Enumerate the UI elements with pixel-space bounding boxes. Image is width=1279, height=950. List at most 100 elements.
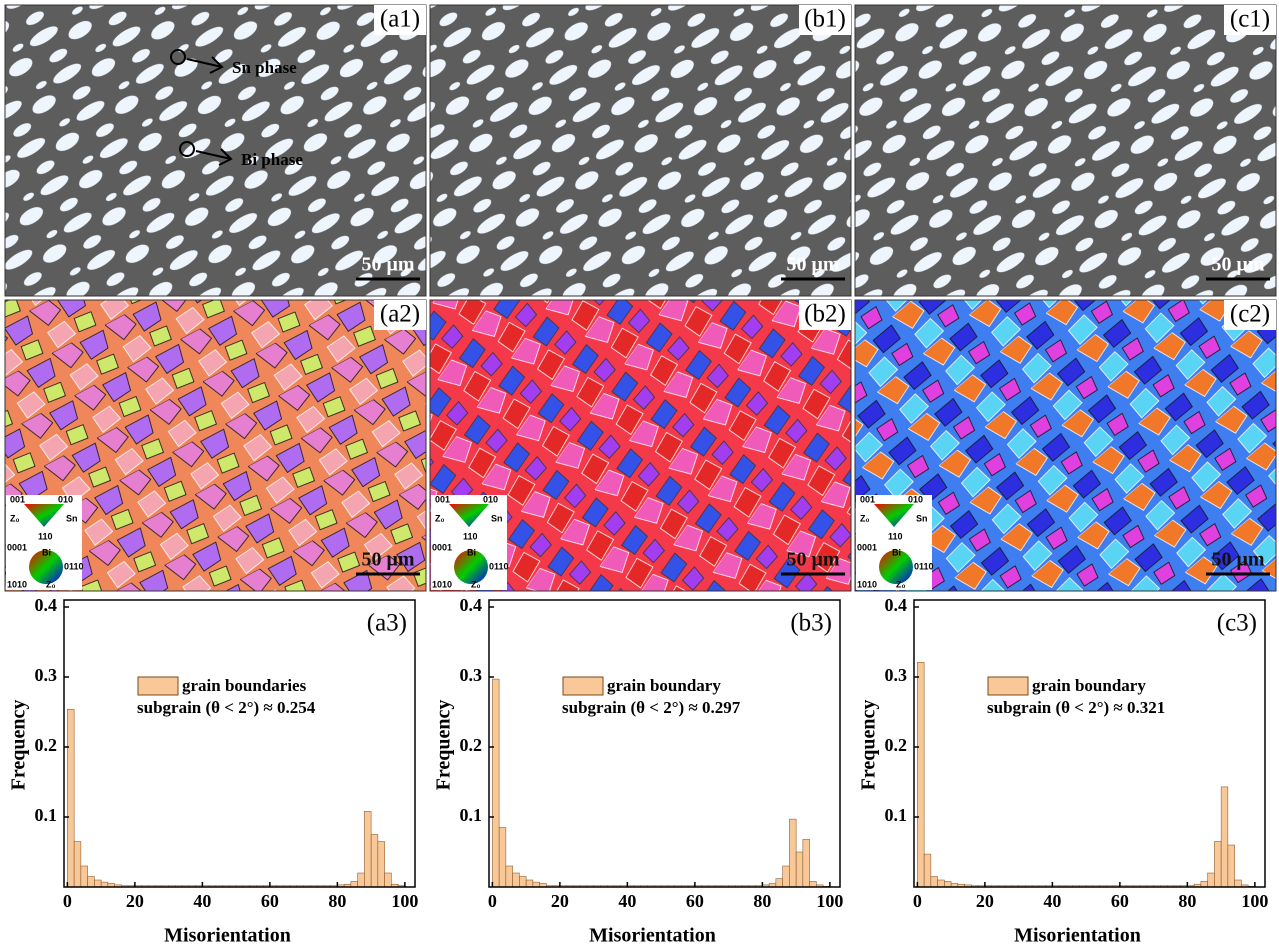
- x-tick-label: 20: [976, 891, 994, 911]
- ipf-label: 0001: [432, 542, 452, 552]
- panel-label-box: [799, 300, 851, 330]
- x-tick-label: 80: [1178, 891, 1196, 911]
- bar: [377, 841, 385, 888]
- x-tick-label: 100: [816, 891, 843, 911]
- x-tick-label: 20: [126, 891, 144, 911]
- arrow: [186, 56, 224, 74]
- annotation: subgrain (θ < 2°) ≈ 0.297: [562, 698, 741, 717]
- scale-bar-label: 50 μm: [787, 254, 840, 276]
- panel-label: (c3): [1217, 610, 1257, 637]
- panel-label: (b2): [804, 301, 846, 328]
- y-axis-label: Frequency: [8, 700, 30, 791]
- scale-bar-label: 50 μm: [362, 254, 415, 276]
- bar: [809, 881, 817, 888]
- ipf-hexagon: [879, 550, 913, 584]
- bar: [782, 865, 790, 888]
- ipf-label: 0001: [7, 542, 27, 552]
- bar: [930, 876, 938, 888]
- bar: [364, 811, 372, 888]
- bar: [498, 827, 507, 888]
- bar: [802, 839, 810, 888]
- plot-frame: [488, 599, 841, 888]
- x-tick-label: 60: [1111, 891, 1129, 911]
- bar: [795, 851, 804, 888]
- x-tick-label: 40: [618, 891, 636, 911]
- ipf-label: 1010: [857, 579, 877, 589]
- ipf-label: Bi: [892, 547, 901, 557]
- x-tick-label: 40: [1043, 891, 1061, 911]
- x-tick-label: 20: [551, 891, 569, 911]
- phase-label: Sn phase: [232, 58, 297, 77]
- bar: [519, 876, 527, 888]
- scale-bar-label: 50 μm: [1212, 549, 1265, 571]
- bar: [917, 662, 925, 888]
- bar: [944, 881, 952, 888]
- arrow: [195, 148, 233, 166]
- x-tick-label: 100: [1241, 891, 1268, 911]
- x-tick-label: 0: [913, 891, 922, 911]
- ipf-label: 001: [860, 494, 875, 504]
- bar: [94, 879, 102, 888]
- ipf-label: Bi: [42, 547, 51, 557]
- ipf-label: 001: [435, 494, 450, 504]
- y-tick-label: 0.4: [885, 595, 908, 615]
- panel-label: (b1): [804, 6, 846, 33]
- ipf-label: 110: [888, 531, 903, 541]
- x-tick-label: 40: [193, 891, 211, 911]
- ipf-triangle: [449, 504, 489, 527]
- ipf-label: Sn: [916, 513, 928, 523]
- plot-frame: [63, 599, 416, 888]
- x-tick-label: 80: [328, 891, 346, 911]
- bar: [789, 818, 797, 888]
- y-tick-label: 0.1: [35, 805, 58, 825]
- legend-swatch: [562, 676, 604, 696]
- panel-label-box: [374, 300, 426, 330]
- ipf-hexagon: [454, 550, 488, 584]
- panel-label-box: [799, 5, 851, 35]
- legend-label: grain boundary: [1032, 676, 1146, 695]
- x-tick-label: 0: [488, 891, 497, 911]
- x-axis-label: Misorientation: [164, 925, 291, 947]
- ipf-label: Bi: [467, 547, 476, 557]
- x-tick-label: 100: [391, 891, 418, 911]
- x-axis-label: Misorientation: [1014, 925, 1141, 947]
- bar: [370, 834, 379, 888]
- phase-marker: [170, 49, 186, 65]
- x-tick-label: 0: [63, 891, 72, 911]
- bar: [1214, 841, 1222, 888]
- panel-label-box: [374, 5, 426, 35]
- ipf-label: 010: [483, 494, 498, 504]
- scale-bar-label: 50 μm: [787, 549, 840, 571]
- bar: [80, 865, 88, 888]
- bar: [87, 876, 95, 888]
- legend-swatch: [987, 676, 1029, 696]
- ipf-label: Z₀: [435, 513, 445, 523]
- bar: [1200, 881, 1208, 888]
- panel-label: (a2): [380, 301, 420, 328]
- bar: [1220, 786, 1229, 888]
- ipf-label: Sn: [491, 513, 503, 523]
- ipf-triangle: [24, 504, 64, 527]
- bar: [350, 881, 358, 888]
- y-tick-label: 0.3: [885, 665, 908, 685]
- y-axis-label: Frequency: [858, 700, 880, 791]
- scale-bar-label: 50 μm: [362, 549, 415, 571]
- bar: [512, 872, 520, 888]
- bar: [384, 872, 392, 888]
- ipf-hexagon: [29, 550, 63, 584]
- annotation: subgrain (θ < 2°) ≈ 0.321: [987, 698, 1165, 717]
- panel-label: (a1): [380, 6, 420, 33]
- ipf-label: 001: [10, 494, 25, 504]
- ipf-label: 0001: [857, 542, 877, 552]
- ipf-label: 010: [58, 494, 73, 504]
- ipf-label: Z₀: [896, 579, 906, 589]
- ipf-triangle: [874, 504, 914, 527]
- y-tick-label: 0.4: [35, 595, 58, 615]
- phase-map: [4, 4, 427, 297]
- x-axis-label: Misorientation: [589, 925, 716, 947]
- bar: [67, 708, 75, 888]
- ipf-label: 110: [38, 531, 53, 541]
- x-tick-label: 60: [686, 891, 704, 911]
- bar: [937, 879, 945, 888]
